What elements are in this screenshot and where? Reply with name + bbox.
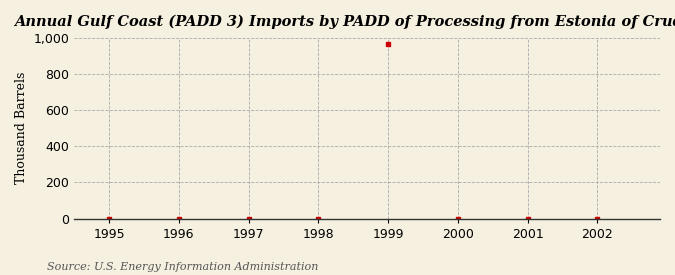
Y-axis label: Thousand Barrels: Thousand Barrels [15,72,28,184]
Title: Annual Gulf Coast (PADD 3) Imports by PADD of Processing from Estonia of Crude O: Annual Gulf Coast (PADD 3) Imports by PA… [14,15,675,29]
Text: Source: U.S. Energy Information Administration: Source: U.S. Energy Information Administ… [47,262,319,272]
